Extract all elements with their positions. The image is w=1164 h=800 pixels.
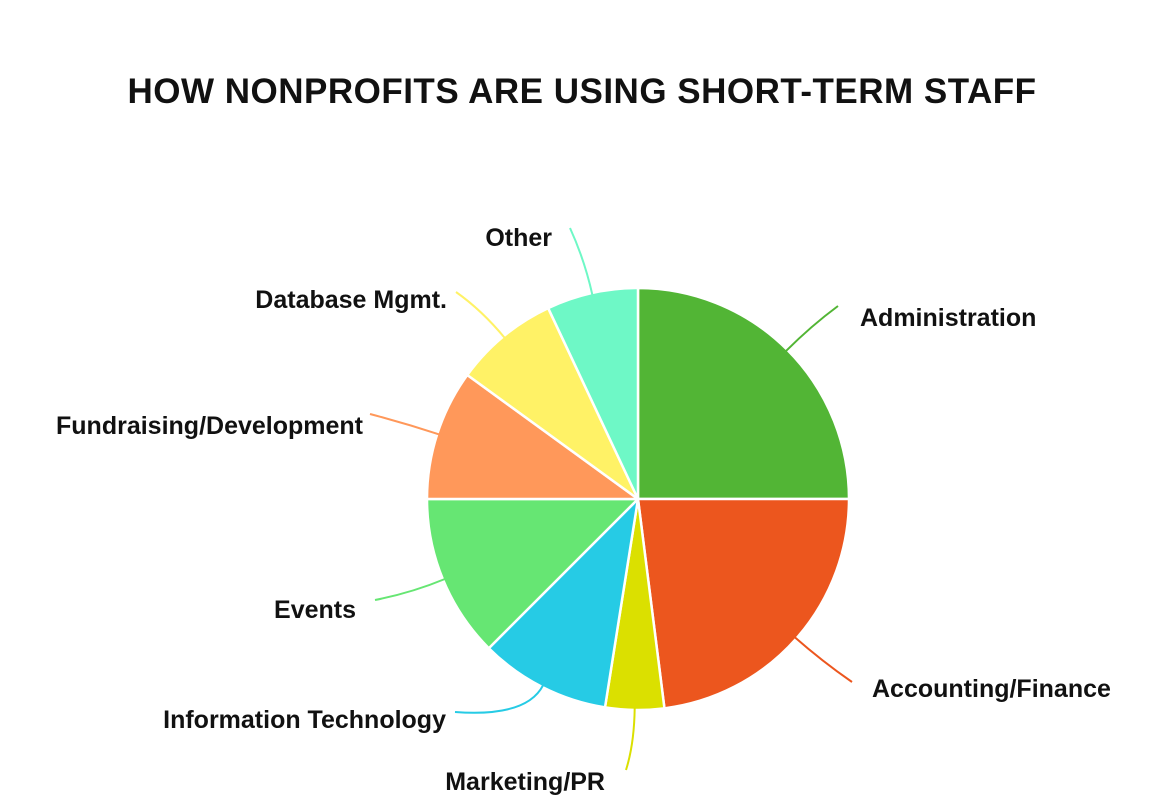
leader-line-marketing-pr (625, 707, 636, 771)
pie-slice-administration (636, 286, 851, 501)
slice-label-marketing-pr: Marketing/PR (445, 768, 605, 796)
slice-label-events: Events (274, 596, 356, 624)
chart-title: HOW NONPROFITS ARE USING SHORT-TERM STAF… (127, 72, 1037, 111)
slice-label-administration: Administration (860, 304, 1036, 332)
leader-line-events (374, 578, 446, 601)
leader-line-other (569, 227, 594, 296)
slice-label-accounting-finance: Accounting/Finance (872, 675, 1111, 703)
leader-line-accounting-finance (794, 636, 853, 683)
leader-line-administration (785, 305, 839, 352)
slice-label-other: Other (485, 224, 552, 252)
slice-label-information-technology: Information Technology (163, 706, 446, 734)
leader-line-fundraising-development (369, 413, 440, 436)
pie-slice-accounting-finance (636, 497, 851, 710)
slice-label-fundraising-development: Fundraising/Development (56, 412, 364, 440)
leader-line-database-mgmt (455, 291, 506, 339)
slice-label-database-mgmt: Database Mgmt. (255, 286, 447, 314)
leader-line-information-technology (454, 684, 544, 714)
